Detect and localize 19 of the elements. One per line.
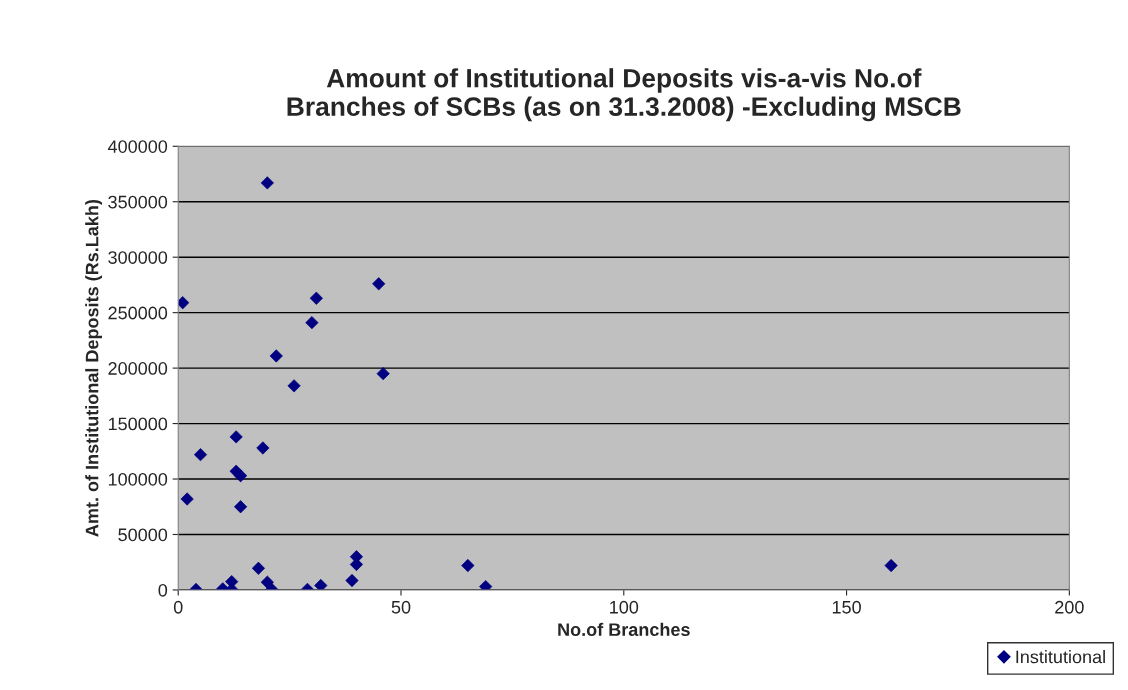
x-tick-label: 50 xyxy=(391,600,411,614)
y-tick-label: 50000 xyxy=(118,528,168,542)
x-tick-label: 0 xyxy=(173,600,183,614)
y-axis-title: Amt. of Institutional Deposits (Rs.Lakh) xyxy=(85,199,103,537)
y-tick-label: 350000 xyxy=(108,195,168,209)
y-tick-label: 0 xyxy=(158,583,168,597)
chart-title: Amount of Institutional Deposits vis-a-vis No.of Branches of SCBs (as on 31.3.2008) -Excluding MSCB xyxy=(287,68,961,122)
x-axis-title: No.of Branches xyxy=(558,622,690,637)
y-tick-label: 100000 xyxy=(108,472,168,486)
y-tick-label: 400000 xyxy=(107,140,168,153)
y-tick-label: 300000 xyxy=(108,251,168,264)
x-tick-label: 200 xyxy=(1055,600,1084,614)
point xyxy=(180,492,194,506)
legend-label: Institutional xyxy=(1016,650,1105,664)
y-tick-label: 150000 xyxy=(108,417,168,431)
y-tick-label: 200000 xyxy=(108,362,168,375)
x-tick-label: 150 xyxy=(832,600,861,614)
y-tick-label: 250000 xyxy=(108,306,168,320)
x-tick-label: 100 xyxy=(610,600,639,614)
